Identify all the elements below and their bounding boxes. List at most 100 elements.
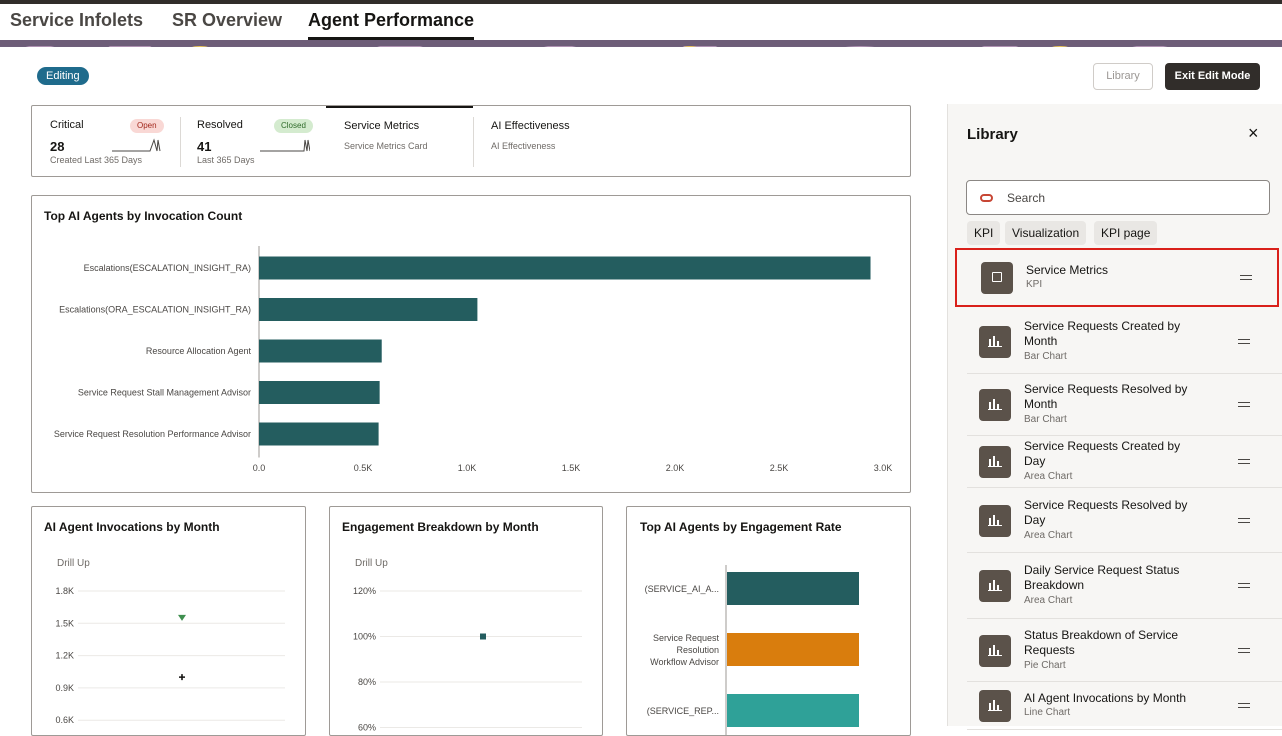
search-input[interactable]: Search [966, 180, 1270, 215]
chart-card-engagement-rate[interactable]: Top AI Agents by Engagement Rate (SERVIC… [626, 506, 911, 736]
editing-badge: Editing [37, 67, 89, 85]
category-label: Service Request Resolution Performance A… [54, 429, 251, 439]
sparkline-icon [260, 139, 310, 152]
tick-label: 1.5K [562, 463, 581, 473]
library-item[interactable]: Service Requests Resolved by Day Area Cha… [967, 488, 1282, 553]
drill-up-link[interactable]: Drill Up [355, 558, 388, 569]
status-pill: Open [130, 119, 164, 133]
library-button[interactable]: Library [1093, 63, 1153, 90]
library-item[interactable]: AI Agent Invocations by Month Line Chart [967, 682, 1282, 730]
library-item[interactable]: Service Requests Created by Month Bar Cha… [967, 310, 1282, 374]
drag-handle-icon[interactable] [1238, 517, 1250, 523]
tick-label: 2.5K [770, 463, 789, 473]
bar [259, 422, 379, 446]
close-icon[interactable]: × [1248, 123, 1259, 143]
kpi-critical[interactable]: Critical Open 28 Created Last 365 Days [32, 106, 180, 180]
chart-title: Top AI Agents by Invocation Count [44, 209, 243, 223]
tick-label: 2.0K [666, 463, 685, 473]
tick-label: 60% [358, 723, 376, 733]
category-label: (SERVICE_AI_A... [645, 584, 719, 594]
bar [259, 381, 380, 404]
tick-label: 1.2K [55, 651, 74, 661]
bar-chart: (SERVICE_AI_A... Service Request Resolutio… [645, 565, 859, 735]
tab-agent-performance[interactable]: Agent Performance [308, 10, 475, 40]
divider [180, 117, 181, 167]
bar-chart-icon [979, 326, 1011, 358]
bar [727, 633, 859, 666]
library-item[interactable]: Daily Service Request Status Breakdown Ar… [967, 553, 1282, 619]
kpi-subtitle: Last 365 Days [197, 155, 255, 165]
bar [259, 256, 871, 280]
drag-handle-icon[interactable] [1238, 402, 1250, 407]
category-label: Resource Allocation Agent [146, 346, 252, 356]
drag-handle-icon[interactable] [1238, 339, 1250, 344]
chart-title: Top AI Agents by Engagement Rate [640, 520, 842, 534]
tab-service-infolets[interactable]: Service Infolets [10, 10, 144, 30]
library-item-type: Pie Chart [1024, 659, 1066, 671]
kpi-resolved[interactable]: Resolved Closed 41 Last 365 Days [180, 106, 326, 180]
chart-card-invocations-by-month[interactable]: AI Agent Invocations by Month Drill Up 1… [31, 506, 306, 736]
drag-handle-icon[interactable] [1238, 459, 1250, 464]
category-label: Escalations(ORA_ESCALATION_INSIGHT_RA) [59, 305, 251, 315]
library-item-name: Service Requests Resolved by Day [1024, 497, 1188, 527]
tick-label: 0.6K [55, 715, 74, 725]
category-label: Escalations(ESCALATION_INSIGHT_RA) [84, 263, 251, 273]
category-label: (SERVICE_REP... [647, 706, 719, 716]
tick-label: 1.8K [55, 586, 74, 596]
library-item-name: Service Requests Created by Day [1024, 439, 1181, 468]
library-item-type: Bar Chart [1024, 351, 1067, 362]
tick-label: 0.0 [253, 463, 266, 473]
bar [727, 694, 859, 727]
library-item[interactable]: Status Breakdown of Service Requests Pie … [967, 619, 1282, 682]
chart-card-engagement-breakdown[interactable]: Engagement Breakdown by Month Drill Up 1… [329, 506, 603, 736]
library-item-type: KPI [1026, 278, 1043, 290]
chart-card-invocation-count[interactable]: Top AI Agents by Invocation Count Escala… [31, 195, 911, 493]
filter-chip-kpi-page[interactable]: KPI page [1094, 221, 1158, 245]
kpi-service-metrics[interactable]: Service Metrics Service Metrics Card [326, 106, 473, 176]
library-item-name: Service Requests Created by Month [1024, 319, 1181, 348]
drag-handle-icon[interactable] [1240, 274, 1252, 280]
library-item-name: Service Requests Resolved by Month [1024, 382, 1188, 411]
tick-label: 120% [353, 586, 376, 596]
kpi-ai-effectiveness[interactable]: AI Effectiveness AI Effectiveness [474, 106, 624, 176]
filter-chip-kpi[interactable]: KPI [967, 221, 1001, 245]
filter-chip-visualization[interactable]: Visualization [1005, 221, 1087, 245]
library-item-name: Status Breakdown of Service Requests [1024, 627, 1179, 657]
area-chart-icon [979, 570, 1011, 602]
exit-edit-mode-button[interactable]: Exit Edit Mode [1165, 63, 1260, 90]
bar [727, 572, 859, 605]
drill-up-link[interactable]: Drill Up [57, 558, 90, 569]
kpi-subtitle: AI Effectiveness [491, 141, 556, 151]
chart-title: Engagement Breakdown by Month [342, 520, 539, 534]
library-item-type: Line Chart [1024, 707, 1071, 718]
kpi-subtitle: Service Metrics Card [344, 141, 428, 151]
tick-label: 0.9K [55, 683, 74, 693]
library-item[interactable]: Service Requests Resolved by Month Bar Ch… [967, 374, 1282, 436]
drag-handle-icon[interactable] [1238, 647, 1250, 653]
kpi-strip: Critical Open 28 Created Last 365 Days R… [31, 105, 911, 177]
tick-label: 1.5K [55, 618, 74, 628]
tab-sr-overview[interactable]: SR Overview [172, 10, 283, 30]
library-item[interactable]: Service Metrics KPI [955, 248, 1279, 307]
line-chart: 1.8K 1.5K 1.2K 0.9K 0.6K [55, 586, 285, 725]
kpi-subtitle: Created Last 365 Days [50, 155, 143, 165]
point-marker [178, 614, 186, 621]
kpi-value: 28 [50, 139, 65, 154]
category-label: Service Request [653, 633, 720, 643]
bar-chart-icon [979, 389, 1011, 421]
drag-handle-icon[interactable] [1238, 583, 1250, 588]
status-pill: Closed [274, 119, 313, 133]
kpi-label: Resolved [197, 119, 243, 131]
chart-title: AI Agent Invocations by Month [44, 520, 220, 534]
library-item[interactable]: Service Requests Created by Day Area Char… [967, 436, 1282, 488]
library-item-type: Bar Chart [1024, 414, 1067, 425]
kpi-value: 41 [197, 139, 212, 154]
line-chart-icon [979, 690, 1011, 722]
bar [259, 298, 478, 321]
kpi-icon [981, 261, 1013, 294]
search-placeholder: Search [1007, 191, 1046, 205]
category-label: Workflow Advisor [650, 657, 719, 667]
kpi-label: Critical [50, 119, 84, 131]
drag-handle-icon[interactable] [1238, 703, 1250, 708]
area-chart-icon [979, 504, 1011, 537]
